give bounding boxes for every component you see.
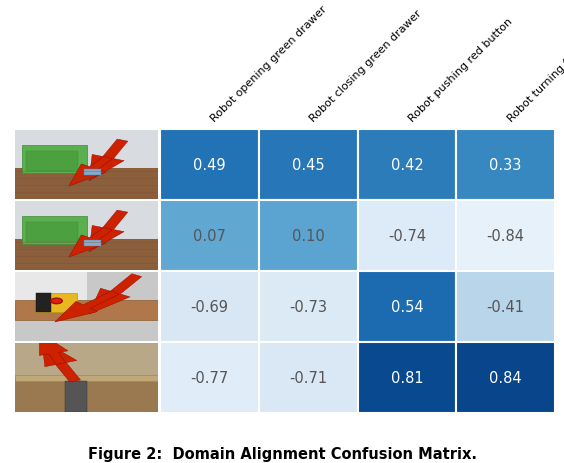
- Text: 0.54: 0.54: [390, 300, 423, 314]
- Text: 0.10: 0.10: [292, 229, 324, 244]
- Bar: [259, 200, 358, 271]
- Text: -0.41: -0.41: [487, 300, 525, 314]
- FancyArrow shape: [69, 228, 112, 258]
- FancyArrow shape: [55, 291, 119, 322]
- Bar: [259, 130, 358, 200]
- Text: -0.74: -0.74: [388, 229, 426, 244]
- Text: -0.84: -0.84: [487, 229, 525, 244]
- Text: 0.42: 0.42: [390, 158, 423, 173]
- Bar: [27, 152, 78, 171]
- Bar: [15, 239, 158, 271]
- Bar: [22, 217, 87, 244]
- Bar: [37, 293, 51, 313]
- Bar: [358, 342, 456, 413]
- Text: 0.33: 0.33: [490, 158, 522, 173]
- Bar: [84, 241, 101, 246]
- Bar: [259, 342, 358, 413]
- Bar: [22, 146, 87, 174]
- Text: 0.07: 0.07: [193, 229, 226, 244]
- Bar: [65, 381, 87, 413]
- Bar: [27, 223, 78, 242]
- FancyArrow shape: [39, 332, 68, 364]
- Text: Robot turning faucet: Robot turning faucet: [505, 36, 564, 124]
- Bar: [160, 130, 259, 200]
- Text: 0.49: 0.49: [193, 158, 226, 173]
- Bar: [84, 170, 101, 175]
- FancyArrow shape: [89, 274, 142, 314]
- FancyArrow shape: [69, 157, 112, 187]
- FancyArrow shape: [42, 341, 81, 382]
- FancyArrow shape: [89, 211, 128, 252]
- Text: 0.84: 0.84: [490, 370, 522, 385]
- Bar: [456, 271, 555, 342]
- Bar: [15, 201, 158, 239]
- Bar: [160, 271, 259, 342]
- Bar: [15, 131, 158, 169]
- Text: -0.69: -0.69: [191, 300, 228, 314]
- Bar: [259, 271, 358, 342]
- Bar: [358, 271, 456, 342]
- Text: Figure 2:  Domain Alignment Confusion Matrix.: Figure 2: Domain Alignment Confusion Mat…: [87, 446, 477, 461]
- Bar: [15, 272, 87, 307]
- Text: -0.71: -0.71: [289, 370, 327, 385]
- Text: 0.45: 0.45: [292, 158, 324, 173]
- Bar: [160, 342, 259, 413]
- Bar: [15, 300, 158, 321]
- Bar: [358, 200, 456, 271]
- Text: -0.77: -0.77: [190, 370, 228, 385]
- Bar: [160, 200, 259, 271]
- Bar: [456, 200, 555, 271]
- Bar: [358, 130, 456, 200]
- Text: Robot closing green drawer: Robot closing green drawer: [308, 9, 424, 124]
- Bar: [456, 342, 555, 413]
- Text: Robot pushing red button: Robot pushing red button: [407, 17, 514, 124]
- Bar: [15, 375, 158, 381]
- Bar: [37, 293, 77, 313]
- Text: Robot opening green drawer: Robot opening green drawer: [209, 5, 329, 124]
- Bar: [15, 378, 158, 413]
- Bar: [456, 130, 555, 200]
- Bar: [15, 169, 158, 200]
- FancyArrow shape: [89, 140, 128, 181]
- Text: 0.81: 0.81: [390, 370, 423, 385]
- Text: -0.73: -0.73: [289, 300, 327, 314]
- Circle shape: [51, 299, 62, 304]
